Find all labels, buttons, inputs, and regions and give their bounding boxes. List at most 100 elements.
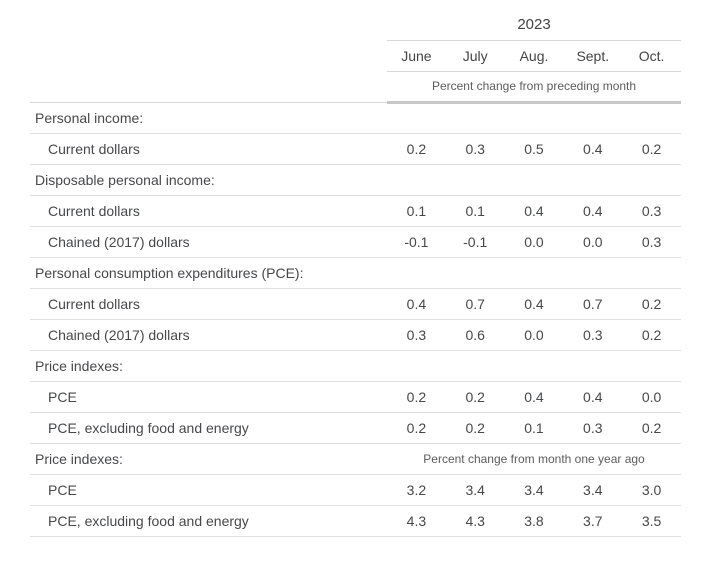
value-cell: 0.7 (445, 288, 505, 320)
value-cell (445, 102, 505, 134)
value-cell: 0.2 (622, 319, 681, 351)
value-cell (622, 350, 681, 382)
table-row: Current dollars 0.2 0.3 0.5 0.4 0.2 (30, 133, 681, 165)
month-header-row: June July Aug. Sept. Oct. (30, 40, 681, 72)
value-cell: 4.3 (445, 505, 505, 537)
value-cell: 3.5 (622, 505, 681, 537)
row-label: Current dollars (30, 288, 387, 320)
table-row: Chained (2017) dollars -0.1 -0.1 0.0 0.0 0.3 (30, 226, 681, 258)
row-label: Current dollars (30, 133, 387, 165)
unit-header-row: Percent change from preceding month (30, 71, 681, 104)
month-header: July (445, 40, 505, 72)
section-row: Personal income: (30, 102, 681, 134)
unit-note: Percent change from preceding month (387, 71, 681, 104)
table-row: PCE 3.2 3.4 3.4 3.4 3.0 (30, 474, 681, 506)
table-row: Current dollars 0.1 0.1 0.4 0.4 0.3 (30, 195, 681, 227)
section-row: Disposable personal income: (30, 164, 681, 196)
value-cell: 3.4 (563, 474, 623, 506)
value-cell: 0.4 (504, 381, 564, 413)
table-row: PCE, excluding food and energy 4.3 4.3 3.8 3… (30, 505, 681, 537)
value-cell (387, 350, 446, 382)
value-cell: 0.2 (622, 412, 681, 444)
value-cell: 0.2 (445, 412, 505, 444)
value-cell: 0.7 (563, 288, 623, 320)
row-label: Chained (2017) dollars (30, 226, 387, 258)
value-cell (387, 102, 446, 134)
value-cell: 0.3 (622, 195, 681, 227)
row-label: Current dollars (30, 195, 387, 227)
year-header-row: 2023 (30, 10, 681, 41)
value-cell: 0.3 (387, 319, 446, 351)
row-label: Personal consumption expenditures (PCE): (30, 257, 387, 289)
table-row: Current dollars 0.4 0.7 0.4 0.7 0.2 (30, 288, 681, 320)
table-row: PCE 0.2 0.2 0.4 0.4 0.0 (30, 381, 681, 413)
value-cell: 0.3 (445, 133, 505, 165)
row-label: PCE, excluding food and energy (30, 412, 387, 444)
value-cell: 0.3 (563, 319, 623, 351)
value-cell (504, 350, 564, 382)
table-body: Personal income: Current dollars 0.2 0.3 0.5… (30, 102, 681, 537)
value-cell: 0.4 (387, 288, 446, 320)
value-cell: 0.2 (387, 412, 446, 444)
value-cell: 3.4 (445, 474, 505, 506)
value-cell (563, 350, 623, 382)
section-note: Percent change from month one year ago (387, 443, 681, 475)
row-label: Price indexes: (30, 443, 387, 475)
table-row: PCE, excluding food and energy 0.2 0.2 0.1 0… (30, 412, 681, 444)
value-cell (504, 102, 564, 134)
value-cell: 0.3 (563, 412, 623, 444)
value-cell: 4.3 (387, 505, 446, 537)
month-header: Oct. (622, 40, 681, 72)
value-cell (563, 257, 623, 289)
value-cell: 0.4 (563, 195, 623, 227)
row-label: PCE (30, 474, 387, 506)
personal-income-outlays-table: 2023 June July Aug. Sept. Oct. Percent chang… (30, 10, 681, 537)
value-cell: 0.0 (504, 319, 564, 351)
header-corner-cell (30, 40, 387, 71)
value-cell: 0.0 (563, 226, 623, 258)
row-label: PCE (30, 381, 387, 413)
value-cell: 0.5 (504, 133, 564, 165)
value-cell: 3.8 (504, 505, 564, 537)
value-cell (445, 350, 505, 382)
value-cell (445, 164, 505, 196)
value-cell (622, 257, 681, 289)
value-cell (622, 164, 681, 196)
value-cell (387, 257, 446, 289)
value-cell: -0.1 (445, 226, 505, 258)
value-cell: -0.1 (387, 226, 446, 258)
value-cell: 0.0 (504, 226, 564, 258)
value-cell: 0.4 (563, 133, 623, 165)
value-cell: 0.2 (387, 381, 446, 413)
value-cell (445, 257, 505, 289)
section-row: Personal consumption expenditures (PCE): (30, 257, 681, 289)
row-label: Chained (2017) dollars (30, 319, 387, 351)
month-header: Sept. (563, 40, 623, 72)
year-header: 2023 (387, 10, 681, 41)
month-header: Aug. (504, 40, 564, 72)
value-cell: 0.2 (387, 133, 446, 165)
value-cell: 0.4 (563, 381, 623, 413)
value-cell: 0.2 (622, 288, 681, 320)
row-label: Disposable personal income: (30, 164, 387, 196)
value-cell: 0.2 (445, 381, 505, 413)
section-row: Price indexes: (30, 350, 681, 382)
value-cell: 0.2 (622, 133, 681, 165)
value-cell: 0.4 (504, 195, 564, 227)
value-cell (387, 164, 446, 196)
header-corner-cell (30, 10, 387, 40)
value-cell (622, 102, 681, 134)
value-cell: 3.0 (622, 474, 681, 506)
value-cell (504, 257, 564, 289)
value-cell: 3.7 (563, 505, 623, 537)
section-row: Price indexes: Percent change from month … (30, 443, 681, 475)
value-cell (563, 164, 623, 196)
value-cell (504, 164, 564, 196)
row-label: PCE, excluding food and energy (30, 505, 387, 537)
value-cell (563, 102, 623, 134)
value-cell: 0.4 (504, 288, 564, 320)
value-cell: 0.6 (445, 319, 505, 351)
value-cell: 0.0 (622, 381, 681, 413)
row-label: Price indexes: (30, 350, 387, 382)
